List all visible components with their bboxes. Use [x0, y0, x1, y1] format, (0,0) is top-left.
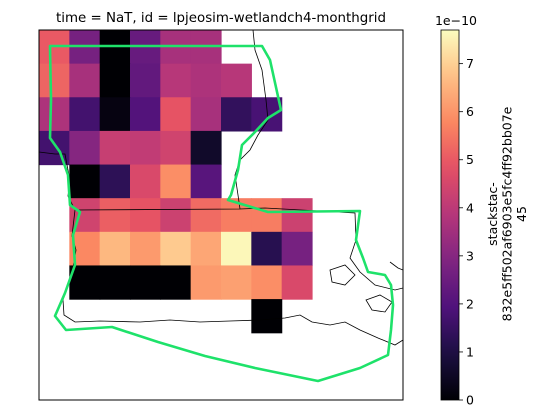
colorbar-label-line-2: 832e5ff502af6903e5fc4ff92bb07e: [500, 106, 515, 321]
heatmap-cell: [251, 97, 283, 132]
heatmap-cell: [99, 97, 131, 132]
heatmap-cell: [160, 265, 192, 300]
heatmap-cell: [190, 231, 222, 267]
heatmap-cell: [160, 130, 192, 166]
heatmap-cell: [281, 265, 313, 300]
colorbar-frame: [440, 29, 460, 401]
heatmap-cell: [39, 63, 70, 98]
heatmap-cell: [99, 231, 131, 267]
colorbar-tick-label: 5: [466, 152, 474, 167]
heatmap-cell: [160, 198, 192, 233]
heatmap-cell: [130, 198, 161, 233]
colorbar-tick-label: 2: [466, 296, 474, 311]
heatmap-cells: [39, 30, 313, 334]
map-axes: [38, 29, 404, 401]
heatmap-cell: [160, 63, 192, 98]
heatmap-cell: [130, 164, 161, 199]
chart-title: time = NaT, id = lpjeosim-wetlandch4-mon…: [56, 11, 386, 26]
heatmap-cell: [281, 198, 313, 233]
heatmap-cell: [130, 63, 161, 98]
heatmap-cell: [221, 63, 252, 98]
heatmap-cell: [221, 231, 252, 267]
axes-frame: [38, 29, 404, 401]
heatmap-cell: [69, 265, 101, 300]
heatmap-cell: [221, 265, 252, 300]
heatmap-cell: [160, 97, 192, 132]
heatmap-cell: [99, 63, 131, 98]
state-outline: [48, 44, 395, 383]
heatmap-cell: [190, 164, 222, 199]
colorbar-tick-label: 1: [466, 344, 474, 359]
heatmap-cell: [160, 231, 192, 267]
heatmap-cell: [69, 130, 101, 166]
colorbar-tick-label: 0: [466, 393, 474, 408]
heatmap-cell: [69, 63, 101, 98]
heatmap-cell: [69, 97, 101, 132]
heatmap-cell: [99, 130, 131, 166]
colorbar-gradient: [441, 30, 459, 400]
colorbar-label-line-3: 45: [514, 206, 529, 222]
heatmap-cell: [281, 231, 313, 267]
heatmap-cell: [190, 198, 222, 233]
colorbar-tick-label: 4: [466, 200, 474, 215]
colorbar-tick-label: 3: [466, 248, 474, 263]
heatmap-cell: [221, 97, 252, 132]
heatmap-cell: [130, 97, 161, 132]
colorbar-tick-label: 6: [466, 104, 474, 119]
heatmap-cell: [160, 164, 192, 199]
colorbar-label: stackstac- 832e5ff502af6903e5fc4ff92bb07…: [485, 106, 529, 321]
heatmap-cell: [251, 198, 283, 233]
heatmap-cell: [69, 164, 101, 199]
heatmap-cell: [39, 130, 70, 166]
heatmap-cell: [251, 265, 283, 300]
heatmap-cell: [190, 97, 222, 132]
colorbar-exponent: 1e−10: [435, 13, 477, 28]
colorbar-label-line-1: stackstac-: [485, 182, 500, 246]
colorbar-tick-label: 7: [466, 56, 474, 71]
heatmap-cell: [99, 164, 131, 199]
heatmap-cell: [251, 231, 283, 267]
heatmap-cell: [39, 97, 70, 132]
heatmap-cell: [251, 299, 283, 334]
heatmap-cell: [190, 130, 222, 166]
heatmap-cell: [190, 265, 222, 300]
heatmap-cell: [99, 198, 131, 233]
heatmap-cell: [190, 63, 222, 98]
heatmap-cell: [99, 265, 131, 300]
heatmap-cell: [130, 130, 161, 166]
heatmap-cell: [130, 231, 161, 267]
heatmap-cell: [69, 198, 101, 233]
colorbar-ticks: 0 1 2 3 4 5 6 7: [459, 56, 474, 408]
heatmap-cell: [130, 265, 161, 300]
